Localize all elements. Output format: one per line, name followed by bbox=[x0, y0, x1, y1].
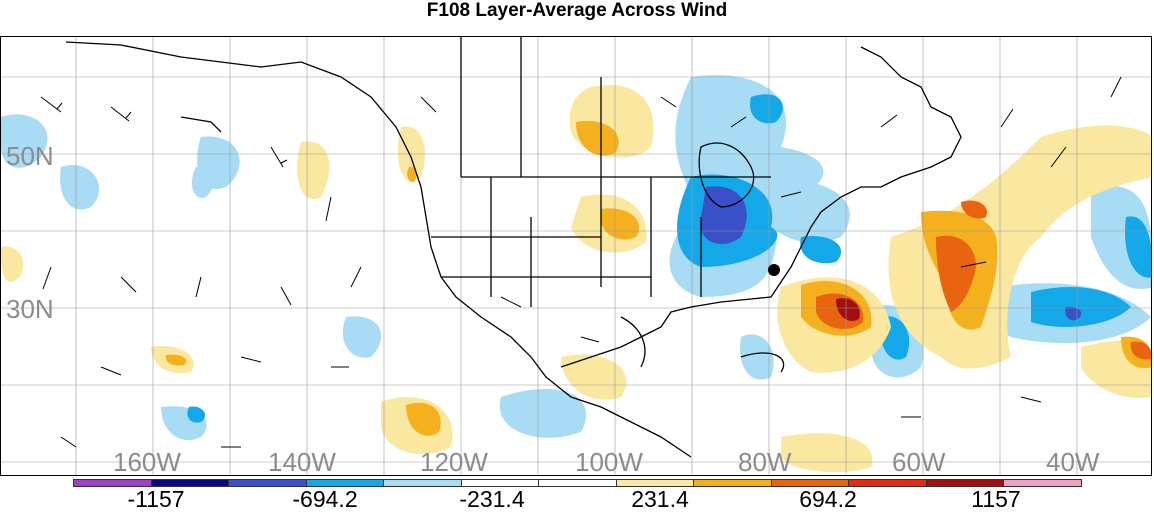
lon-label-160w: 160W bbox=[113, 447, 181, 477]
colorbar-label-pos1157: 1157 bbox=[971, 486, 1021, 512]
lon-label-40w: 40W bbox=[1046, 447, 1100, 477]
colorbar-label-pos694: 694.2 bbox=[799, 486, 857, 512]
lon-label-60w: 60W bbox=[892, 447, 946, 477]
lon-label-120w: 120W bbox=[420, 447, 488, 477]
lon-label-140w: 140W bbox=[268, 447, 336, 477]
colorbar-label-neg694: -694.2 bbox=[292, 486, 358, 512]
colorbar-segment bbox=[1003, 479, 1082, 487]
lon-label-80w: 80W bbox=[738, 447, 792, 477]
lat-label-30n: 30N bbox=[6, 294, 54, 324]
colorbar-label-pos231: 231.4 bbox=[631, 486, 689, 512]
lon-label-100w: 100W bbox=[575, 447, 643, 477]
coastlines-borders bbox=[65, 37, 962, 458]
colorbar-label-neg1157: -1157 bbox=[127, 486, 185, 512]
map-title: F108 Layer-Average Across Wind bbox=[426, 0, 728, 21]
colorbar-label-neg231: -231.4 bbox=[459, 486, 525, 512]
map-panel bbox=[0, 36, 1152, 476]
colorbar bbox=[73, 479, 1082, 489]
station-marker bbox=[768, 264, 780, 276]
wind-map bbox=[1, 37, 1151, 475]
shaded-anomaly-field bbox=[1, 75, 1151, 473]
wind-barbs bbox=[40, 76, 1122, 448]
lat-label-50n: 50N bbox=[6, 141, 54, 171]
